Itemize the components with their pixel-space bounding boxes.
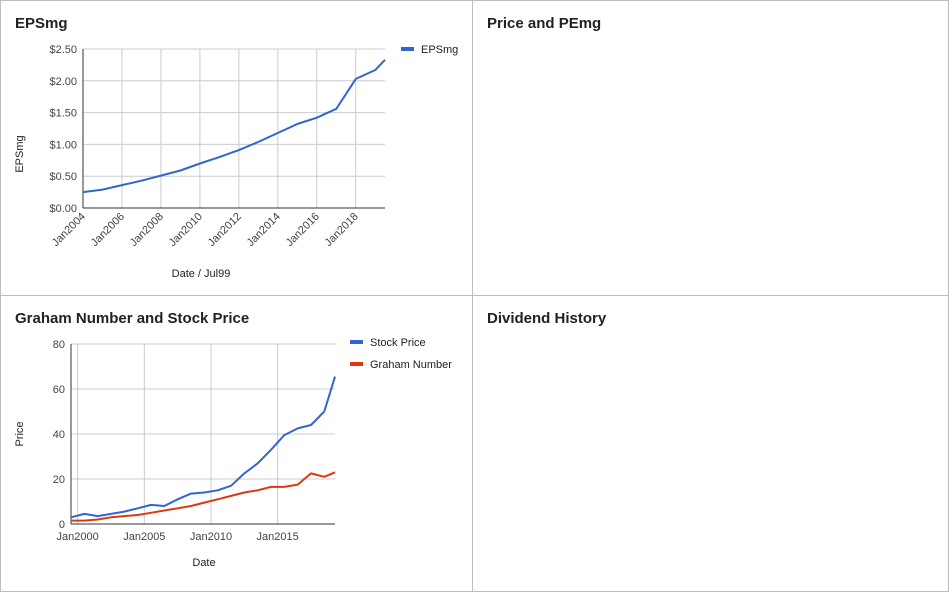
series-line-series-1: [323, 376, 336, 412]
legend-label: Stock Price: [370, 337, 426, 349]
chart-title: Graham Number and Stock Price: [15, 310, 250, 327]
x-tick-label: Jan2005: [123, 531, 165, 543]
price-pe-chart-svg: 020406080Jan2008Jan2010Jan2012Jan2014Jan…: [473, 1, 949, 296]
x-axis-title: Date: [192, 557, 215, 569]
legend-swatch: [350, 340, 363, 344]
x-tick-label: Jan2000: [57, 531, 99, 543]
x-tick-label: Jan2006: [89, 211, 127, 249]
x-tick-label: Jan2004: [50, 211, 88, 249]
y-tick-label: 0: [59, 519, 65, 531]
y-tick-label: 40: [53, 429, 65, 441]
x-tick-label: Jan2018: [323, 211, 361, 249]
chart-title: EPSmg: [15, 15, 68, 32]
x-tick-label: Jan2010: [167, 211, 205, 249]
chart-title: Price and PEmg: [487, 15, 602, 32]
y-tick-label: 20: [53, 474, 65, 486]
x-tick-label: Jan2012: [206, 211, 244, 249]
legend-swatch: [401, 47, 414, 51]
legend-swatch: [350, 362, 363, 366]
x-tick-label: Jan2014: [245, 211, 283, 249]
dividend-chart-svg: $0.00$0.25$0.50$0.75$1.00Jan2000Jan2005J…: [473, 296, 949, 592]
legend-label: Graham Number: [370, 359, 452, 371]
x-axis-title: Date / Jul99: [172, 268, 231, 280]
y-tick-label: $2.00: [49, 76, 77, 88]
y-tick-label: $0.50: [49, 171, 77, 183]
y-tick-label: $1.00: [49, 139, 77, 151]
chart-title: Dividend History: [487, 310, 607, 327]
y-tick-label: $1.50: [49, 108, 77, 120]
price-pe-chart-panel: Price and PEmg 020406080Jan2008Jan2010Ja…: [472, 0, 949, 296]
y-axis-title: EPSmg: [14, 135, 26, 172]
x-tick-label: Jan2015: [257, 531, 299, 543]
y-tick-label: $0.00: [49, 203, 77, 215]
eps-chart-panel: EPSmg $0.00 $0.50 $1.00 $1.50 $2.00 $2.50 Jan2…: [0, 0, 473, 296]
legend-label: EPSmg: [421, 44, 458, 56]
y-tick-label: 60: [53, 384, 65, 396]
series-line-graham-number: [71, 471, 336, 522]
x-tick-label: Jan2016: [284, 211, 322, 249]
graham-chart-panel: Graham Number and Stock Price 0 20 40 60 80 J…: [0, 295, 473, 592]
x-tick-label: Jan2010: [190, 531, 232, 543]
graham-chart-svg: 0 20 40 60 80 Jan2000 Jan2005 Jan2010 Jan2015 Dat…: [14, 337, 452, 569]
series-line-stock-price: [70, 410, 326, 519]
y-tick-label: 80: [53, 339, 65, 351]
y-axis-title: Price: [14, 421, 26, 446]
x-tick-label: Jan2008: [128, 211, 166, 249]
series-line-epsmg: [82, 59, 386, 194]
dividend-chart-panel: Dividend History $0.00$0.25$0.50$0.75$1.…: [472, 295, 949, 592]
y-tick-label: $2.50: [49, 44, 77, 56]
